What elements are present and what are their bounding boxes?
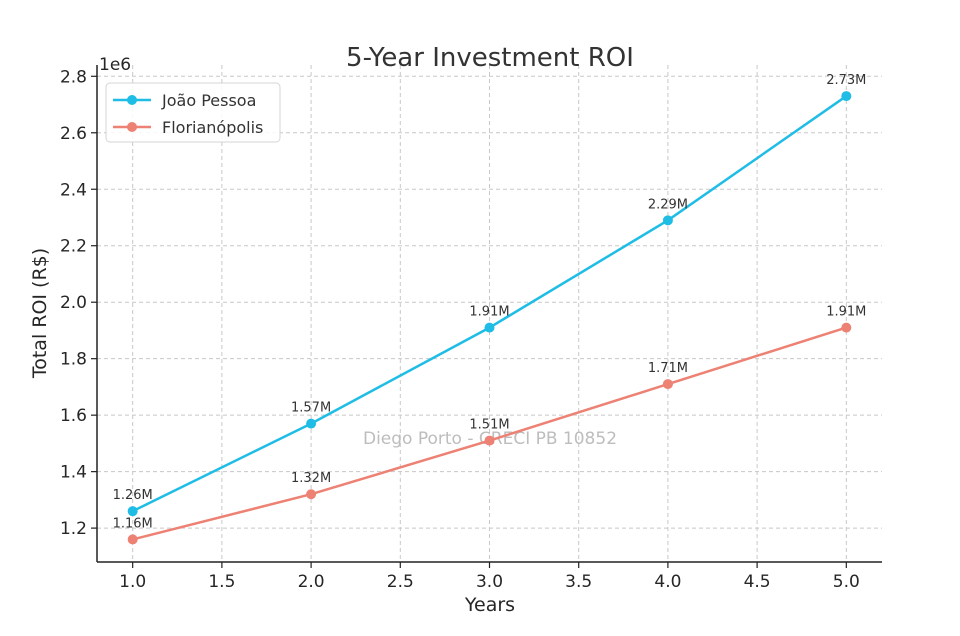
y-tick-label: 1.2: [60, 519, 87, 539]
y-tick-label: 2.4: [60, 180, 87, 200]
series-group: 1.26M 1.57M 1.91M 2.29M 2.73M 1.16M 1.32M 1.51M…: [113, 73, 866, 545]
data-point: [484, 435, 495, 446]
data-point: [306, 489, 317, 500]
data-point: [841, 91, 852, 102]
legend-label: João Pessoa: [161, 91, 256, 110]
data-point: [484, 322, 495, 333]
ticks: 1.0 1.5 2.0 2.5 3.0 3.5 4.0 4.5 5.0 1.2 1.4 1.6 1.8 2…: [60, 67, 860, 592]
y-offset-label: 1e6: [99, 55, 131, 75]
data-point: [841, 322, 852, 333]
legend-label: Florianópolis: [162, 118, 263, 137]
data-label: 1.91M: [469, 305, 509, 320]
y-axis-label: Total ROI (R$): [29, 248, 51, 379]
data-point: [662, 379, 673, 390]
y-tick-label: 1.4: [60, 463, 87, 483]
x-tick-label: 2.0: [298, 572, 325, 592]
x-tick-label: 1.5: [208, 572, 235, 592]
data-label: 2.29M: [648, 197, 688, 212]
data-label: 2.73M: [826, 73, 866, 88]
legend-marker: [127, 95, 137, 105]
data-label: 1.26M: [113, 488, 153, 503]
x-tick-label: 5.0: [833, 572, 860, 592]
legend-marker: [127, 122, 137, 132]
x-tick-label: 3.0: [476, 572, 503, 592]
data-label: 1.16M: [113, 516, 153, 531]
data-point: [127, 534, 138, 545]
data-point: [306, 418, 317, 429]
y-tick-label: 2.8: [60, 67, 87, 87]
x-axis-label: Years: [464, 594, 515, 616]
data-label: 1.51M: [469, 418, 509, 433]
data-label: 1.91M: [826, 305, 866, 320]
x-tick-label: 3.5: [565, 572, 592, 592]
x-tick-label: 4.0: [654, 572, 681, 592]
y-tick-label: 2.6: [60, 124, 87, 144]
y-tick-label: 1.6: [60, 406, 87, 426]
data-point: [662, 215, 673, 226]
legend: João Pessoa Florianópolis: [105, 82, 281, 143]
y-tick-label: 2.0: [60, 293, 87, 313]
y-tick-label: 2.2: [60, 237, 87, 257]
chart-title: 5-Year Investment ROI: [346, 43, 634, 73]
data-label: 1.71M: [648, 361, 688, 376]
data-label: 1.57M: [291, 401, 331, 416]
x-tick-label: 2.5: [387, 572, 414, 592]
y-tick-label: 1.8: [60, 350, 87, 370]
data-point: [127, 506, 138, 517]
x-tick-label: 4.5: [744, 572, 771, 592]
x-tick-label: 1.0: [119, 572, 146, 592]
data-label: 1.32M: [291, 471, 331, 486]
